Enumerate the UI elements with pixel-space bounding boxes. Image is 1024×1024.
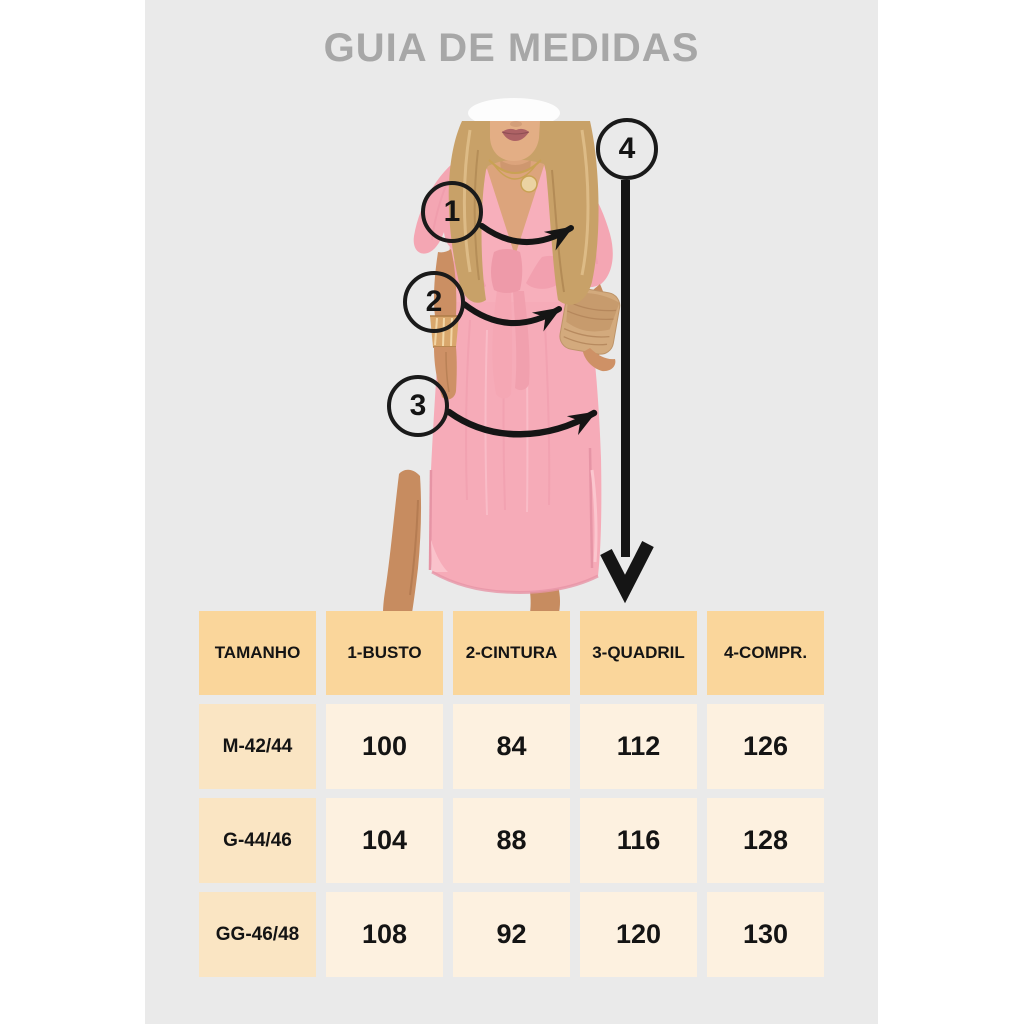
woman-figure [383, 98, 621, 613]
waist-arrow [461, 301, 562, 332]
measure-marker-bust: 1 [421, 181, 483, 243]
marker-label: 3 [409, 389, 427, 422]
table-cell-gg-quadril: 120 [580, 892, 697, 977]
size-guide-table: TAMANHO 1-BUSTO 2-CINTURA 3-QUADRIL 4-CO… [199, 611, 824, 977]
column-header-tamanho: TAMANHO [199, 611, 316, 695]
length-arrow-head [600, 541, 654, 604]
measure-marker-waist: 2 [403, 271, 465, 333]
table-cell-g-quadril: 116 [580, 798, 697, 883]
table-cell-g-cintura: 88 [453, 798, 570, 883]
table-cell-g-compr: 128 [707, 798, 824, 883]
size-label-g: G-44/46 [199, 798, 316, 883]
table-cell-m-busto: 100 [326, 704, 443, 789]
measurement-arrows [445, 180, 654, 604]
marker-label: 1 [443, 195, 461, 228]
page-title: GUIA DE MEDIDAS [323, 26, 700, 70]
measure-marker-length: 4 [596, 118, 658, 180]
column-header-compr: 4-COMPR. [707, 611, 824, 695]
size-label-gg: GG-46/48 [199, 892, 316, 977]
bust-arrow [479, 223, 574, 251]
hip-arrow [445, 408, 598, 438]
table-cell-gg-compr: 130 [707, 892, 824, 977]
table-cell-g-busto: 104 [326, 798, 443, 883]
column-header-busto: 1-BUSTO [326, 611, 443, 695]
measure-marker-hip: 3 [387, 375, 449, 437]
table-cell-m-quadril: 112 [580, 704, 697, 789]
size-label-m: M-42/44 [199, 704, 316, 789]
column-header-cintura: 2-CINTURA [453, 611, 570, 695]
table-cell-m-compr: 126 [707, 704, 824, 789]
column-header-quadril: 3-QUADRIL [580, 611, 697, 695]
marker-label: 2 [425, 285, 443, 318]
marker-label: 4 [618, 132, 636, 165]
table-cell-m-cintura: 84 [453, 704, 570, 789]
table-cell-gg-cintura: 92 [453, 892, 570, 977]
table-cell-gg-busto: 108 [326, 892, 443, 977]
